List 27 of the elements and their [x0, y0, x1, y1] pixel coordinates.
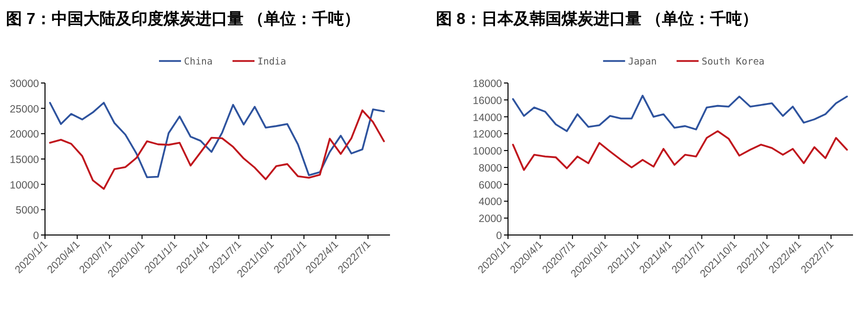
line-series	[49, 102, 385, 178]
y-tick-label: 25000	[10, 103, 40, 116]
y-tick-label: 5000	[16, 204, 40, 217]
legend-label: China	[184, 56, 213, 68]
y-tick-label: 6000	[478, 179, 502, 192]
y-tick-label: 10000	[472, 146, 502, 158]
y-tick-label: 0	[496, 230, 502, 242]
y-tick-label: 2000	[478, 213, 502, 226]
line-series	[512, 130, 848, 171]
y-tick-label: 15000	[10, 154, 40, 166]
y-tick-label: 4000	[478, 196, 502, 208]
chart-title: 图 8：日本及韩国煤炭进口量 （单位：千吨）	[436, 10, 758, 28]
y-tick-label: 12000	[472, 128, 502, 141]
y-tick-label: 0	[33, 230, 40, 242]
y-tick-label: 10000	[10, 179, 40, 192]
y-tick-label: 14000	[472, 112, 502, 124]
legend-label: Japan	[628, 56, 657, 68]
line-series	[512, 94, 848, 132]
y-tick-label: 8000	[478, 162, 502, 174]
line-series	[49, 109, 385, 190]
y-tick-label: 30000	[10, 78, 40, 90]
y-tick-label: 18000	[472, 78, 502, 90]
y-tick-label: 20000	[10, 128, 40, 141]
chart-title: 图 7：中国大陆及印度煤炭进口量 （单位：千吨）	[6, 9, 360, 28]
legend-label: South Korea	[702, 56, 765, 68]
legend-label: India	[258, 56, 286, 68]
y-tick-label: 16000	[472, 94, 502, 107]
